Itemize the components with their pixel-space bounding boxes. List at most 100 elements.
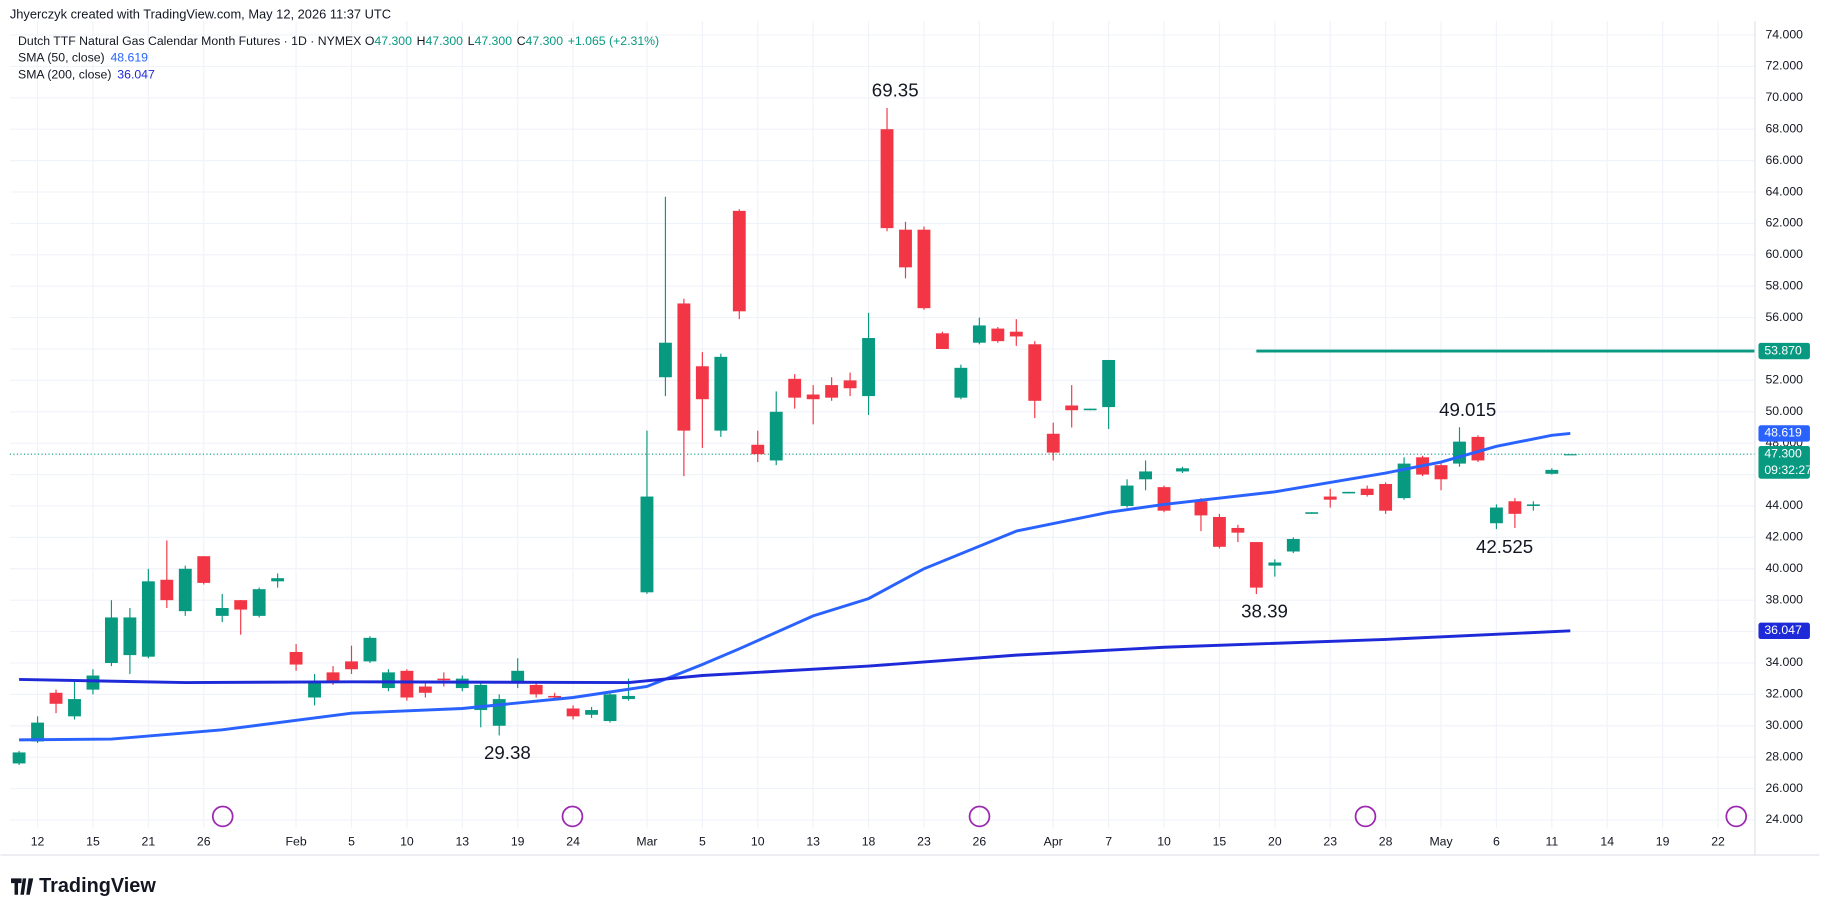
indicator-box: [1758, 622, 1810, 640]
x-tick-label: 13: [455, 834, 469, 848]
price-annotation: 42.525: [1476, 536, 1533, 557]
candle-body: [1545, 469, 1559, 474]
last-price-countdown: 09:32:27: [1764, 463, 1812, 477]
candle-body: [1065, 405, 1079, 411]
candle-body: [732, 210, 746, 312]
event-icons[interactable]: [211, 805, 1748, 828]
ohlc-value: 47.300: [475, 34, 513, 48]
candle-body: [1323, 496, 1337, 500]
candle-body: [381, 672, 395, 689]
price-annotation: 29.38: [484, 742, 531, 763]
attribution: Jhyerczyk created with TradingView.com, …: [10, 7, 391, 22]
y-tick-label: 32.000: [1765, 687, 1803, 701]
candle-body: [714, 356, 728, 431]
candle-body: [806, 394, 820, 400]
candle-body: [677, 303, 691, 431]
hline-label: 53.870: [1764, 343, 1802, 357]
candle-body: [363, 637, 377, 662]
candle-body: [178, 568, 192, 612]
logo: TradingView: [11, 875, 156, 897]
ohlc-key: O: [365, 34, 375, 48]
x-tick-label: 13: [806, 834, 820, 848]
event-icon[interactable]: [211, 805, 234, 828]
x-tick-label: 20: [1268, 834, 1282, 848]
x-tick-label: Feb: [286, 834, 307, 848]
candle-body: [271, 578, 285, 582]
indicator-value: 48.619: [110, 51, 148, 65]
candle-body: [917, 229, 931, 309]
ohlc-value: 47.300: [374, 34, 412, 48]
y-tick-label: 30.000: [1765, 718, 1803, 732]
y-tick-label: 38.000: [1765, 592, 1803, 606]
candle-body: [1526, 504, 1540, 506]
candle-body: [880, 129, 894, 229]
candle-body: [658, 342, 672, 378]
last-price-box: [1758, 445, 1810, 479]
candle-body: [1360, 488, 1374, 495]
x-tick-label: 26: [197, 834, 211, 848]
y-tick-label: 58.000: [1765, 278, 1803, 292]
candle-body: [160, 579, 174, 601]
x-tick-label: 6: [1493, 834, 1500, 848]
indicator-line: [19, 432, 1571, 742]
candle-body: [104, 617, 118, 663]
candle-body: [935, 333, 949, 349]
event-icon[interactable]: [1725, 805, 1748, 828]
candle-body: [972, 325, 986, 343]
candle-body: [1212, 516, 1226, 547]
candle-body: [1194, 501, 1208, 516]
y-tick-label: 68.000: [1765, 121, 1803, 135]
y-tick-label: 24.000: [1765, 812, 1803, 826]
candle-body: [1102, 359, 1116, 408]
candle-body: [49, 692, 63, 704]
candle-body: [1489, 507, 1503, 524]
candle-body: [862, 338, 875, 397]
ohlc-key: H: [417, 34, 426, 48]
indicator-legend: SMA (50, close) 48.619: [18, 51, 148, 65]
symbol-legend: Dutch TTF Natural Gas Calendar Month Fut…: [18, 34, 659, 48]
candle-body: [1120, 485, 1134, 506]
candle-body: [585, 710, 598, 715]
x-tick-label: 23: [1323, 834, 1337, 848]
event-icon[interactable]: [1354, 805, 1377, 828]
candle-body: [1471, 436, 1485, 461]
plot: [9, 108, 1755, 765]
candle-body: [123, 617, 137, 656]
candle-body: [1397, 463, 1411, 499]
candle-body: [1453, 441, 1466, 464]
x-tick-label: 19: [511, 834, 525, 848]
y-tick-label: 56.000: [1765, 310, 1803, 324]
y-tick-label: 70.000: [1765, 90, 1803, 104]
x-tick-label: 19: [1656, 834, 1670, 848]
x-tick-label: May: [1429, 834, 1453, 848]
candle-body: [529, 684, 543, 695]
event-icon[interactable]: [968, 805, 991, 828]
candle-body: [1342, 491, 1356, 494]
candle-body: [825, 385, 839, 398]
x-tick-label: 11: [1545, 834, 1558, 848]
y-tick-label: 66.000: [1765, 153, 1803, 167]
candle-body: [326, 672, 340, 682]
hline-box: [1758, 342, 1810, 360]
y-tick-label: 60.000: [1765, 247, 1803, 261]
x-tick-label: 10: [751, 834, 765, 848]
x-tick-label: 18: [862, 834, 876, 848]
candle-body: [68, 699, 81, 717]
y-tick-label: 28.000: [1765, 749, 1803, 763]
candle-body: [1009, 331, 1023, 337]
x-tick-label: 7: [1105, 834, 1112, 848]
candle-body: [437, 678, 451, 681]
event-icon[interactable]: [561, 805, 584, 828]
candle-body: [197, 556, 211, 583]
candle-body: [418, 686, 432, 693]
indicator-box: [1758, 425, 1810, 442]
indicator-label: 36.047: [1764, 623, 1802, 637]
candle-body: [548, 695, 562, 698]
x-tick-label: Apr: [1044, 834, 1063, 848]
price-annotation: 69.35: [872, 80, 919, 101]
candle-body: [1083, 408, 1097, 411]
x-tick-label: 26: [973, 834, 987, 848]
x-tick-label: 5: [699, 834, 706, 848]
candle-body: [12, 752, 26, 764]
